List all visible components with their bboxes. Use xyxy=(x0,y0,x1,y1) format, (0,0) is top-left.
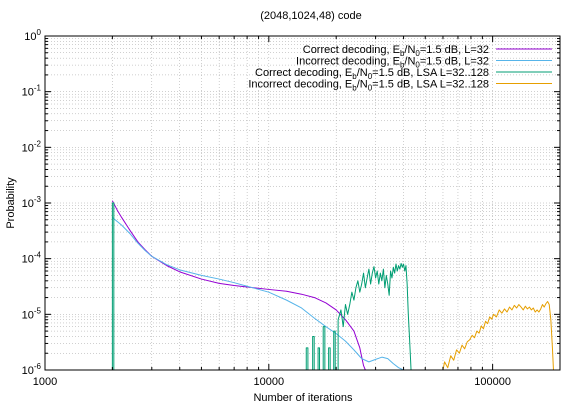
y-tick-label: 10-6 xyxy=(22,362,42,377)
legend-label-3: Correct decoding, Eb/N0=1.5 dB, LSA L=32… xyxy=(255,67,489,81)
y-tick-label: 10-1 xyxy=(22,84,42,99)
series-line-3 xyxy=(111,202,412,371)
y-tick-label: 10-5 xyxy=(22,306,42,321)
y-tick-label: 10-3 xyxy=(22,195,42,210)
x-tick-labels: 1000 10000 100000 xyxy=(33,376,511,388)
y-tick-labels: 100 10-1 10-2 10-3 10-4 10-5 10-6 xyxy=(22,28,42,377)
series-layer xyxy=(111,200,554,371)
y-tick-label: 10-2 xyxy=(22,139,42,154)
y-tick-label: 10-4 xyxy=(22,251,42,266)
x-axis-label: Number of iterations xyxy=(253,392,353,404)
series-line-2 xyxy=(112,217,404,371)
x-tick-label: 100000 xyxy=(474,376,511,388)
grid xyxy=(45,36,560,370)
y-axis-label: Probability xyxy=(5,177,17,229)
legend-label-2: Incorrect decoding, Eb/N0=1.5 dB, L=32 xyxy=(296,56,489,70)
tick-marks xyxy=(44,35,561,371)
legend-label-4: Incorrect decoding, Eb/N0=1.5 dB, LSA L=… xyxy=(248,79,489,93)
x-tick-label: 1000 xyxy=(33,376,57,388)
legend: Correct decoding, Eb/N0=1.5 dB, L=32Inco… xyxy=(248,44,552,93)
x-tick-label: 10000 xyxy=(254,376,285,388)
series-line-4 xyxy=(442,301,554,371)
legend-label-1: Correct decoding, Eb/N0=1.5 dB, L=32 xyxy=(303,44,489,58)
chart-title: (2048,1024,48) code xyxy=(260,10,362,22)
series-line-1 xyxy=(111,200,366,371)
y-tick-label: 100 xyxy=(24,28,41,43)
